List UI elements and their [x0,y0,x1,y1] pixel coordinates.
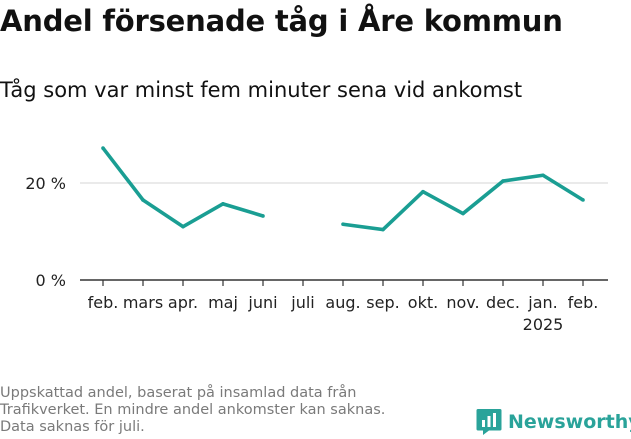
x-tick-label: jan. [527,293,557,312]
x-tick-label: feb. [88,293,119,312]
x-tick-label: feb. [568,293,599,312]
x-tick-label: nov. [446,293,479,312]
series-line-segment [101,146,264,229]
footnote-line: Trafikverket. En mindre andel ankomster … [0,402,386,418]
footnote: Uppskattad andel, baserat på insamlad da… [0,385,440,436]
x-tick-label: juni [247,293,277,312]
data-point [261,214,265,218]
chart-title: Andel försenade tåg i Åre kommun [0,4,563,38]
newsworthy-logo-icon [476,409,502,435]
data-point [501,179,505,183]
footnote-line: Data saknas för juli. [0,419,145,435]
brand-logo: Newsworthy [476,408,631,436]
line-chart: 0 %20 %feb. mars apr. maj juni juli aug. sep. ok… [25,146,608,334]
tick-labels: 0 %20 %feb. mars apr. maj juni juli aug. sep. ok… [25,174,598,334]
x-tick-label: okt. [408,293,438,312]
data-point [221,202,225,206]
data-point [101,146,105,150]
x-axis [80,279,608,286]
y-tick-label: 20 % [25,174,66,193]
data-point [381,227,385,232]
x-tick-label: apr. [168,293,198,312]
data-point [581,198,585,202]
data-point [541,173,545,178]
x-tick-label: mars [123,293,163,312]
data-point [141,198,145,202]
chart-subtitle: Tåg som var minst fem minuter sena vid a… [0,78,523,102]
x-tick-label: maj [208,293,238,312]
x-tick-label: dec. [486,293,520,312]
series-layer [101,146,585,232]
x-tick-sublabel: 2025 [523,315,564,334]
data-point [181,224,185,229]
x-tick-label: juli [290,293,314,312]
data-point [341,222,345,227]
x-tick-label: aug. [325,293,360,312]
data-point [421,189,425,194]
y-tick-label: 0 % [36,271,66,290]
brand-name: Newsworthy [508,411,631,433]
x-tick-label: sep. [366,293,399,312]
footnote-line: Uppskattad andel, baserat på insamlad da… [0,385,357,401]
data-point [461,211,465,216]
